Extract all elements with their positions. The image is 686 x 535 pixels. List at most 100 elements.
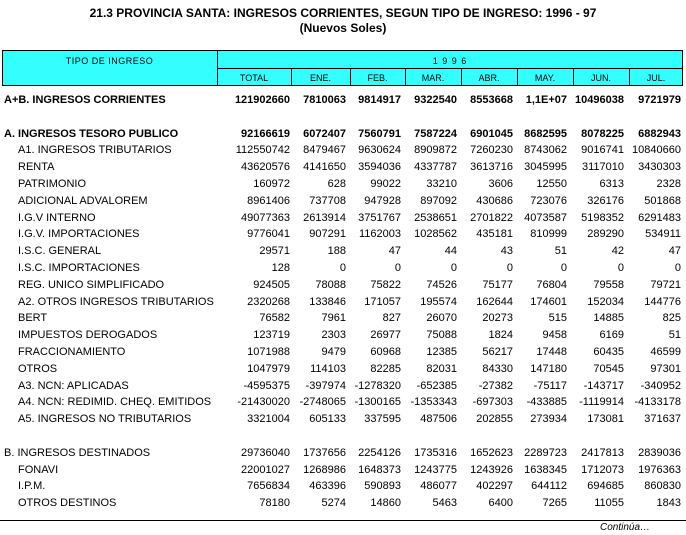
cell-value: -433885 (526, 396, 567, 409)
cell-value: 195574 (420, 295, 457, 308)
cell-value: 75822 (370, 278, 401, 291)
cell-value: 29571 (259, 245, 290, 258)
cell-value: 51 (554, 245, 567, 258)
row-label: OTROS DESTINOS (18, 497, 117, 510)
title: 21.3 PROVINCIA SANTA: INGRESOS CORRIENTE… (89, 6, 597, 20)
cell-value: 0 (339, 262, 346, 274)
cell-value: 1028562 (414, 228, 457, 241)
cell-value: 644112 (531, 480, 567, 493)
cell-value: 4073587 (524, 211, 567, 224)
row-label: A1. INGRESOS TRIBUTARIOS (18, 144, 172, 157)
cell-value: 43620576 (241, 161, 290, 174)
cell-value: 1648373 (358, 463, 401, 476)
cell-value: -397974 (305, 379, 346, 392)
column-header: TOTAL (239, 73, 269, 83)
cell-value: 7260230 (470, 144, 513, 157)
cell-value: 487506 (420, 413, 457, 426)
cell-value: 7961 (321, 312, 346, 325)
cell-value: 2328 (656, 178, 681, 190)
cell-value: 9016741 (581, 144, 624, 157)
cell-value: 84330 (482, 362, 513, 375)
row-label: I.S.C. GENERAL (18, 245, 102, 258)
cell-value: 82285 (370, 362, 401, 375)
cell-value: 99022 (370, 178, 401, 190)
cell-value: 114103 (310, 362, 346, 375)
cell-value: 188 (327, 245, 346, 258)
cell-value: 144776 (644, 295, 681, 308)
cell-value: 0 (617, 262, 624, 274)
cell-value: 430686 (476, 194, 513, 207)
cell-value: 289290 (587, 228, 624, 241)
cell-value: 6313 (599, 178, 624, 190)
year-header: 1 9 9 6 (432, 56, 468, 66)
row-label: A4. NCN: REDIMID. CHEQ. EMITIDOS (18, 396, 212, 409)
cell-value: 173081 (587, 413, 624, 426)
header-divider (291, 68, 292, 86)
column-header: MAY. (534, 73, 556, 83)
cell-value: 9776041 (247, 228, 290, 241)
cell-value: 1976363 (638, 463, 681, 476)
row-label: OTROS (18, 362, 58, 375)
cell-value: 3613716 (470, 161, 513, 174)
header-divider (461, 68, 462, 86)
cell-value: 152034 (587, 295, 624, 308)
cell-value: 694685 (587, 480, 624, 493)
cell-value: 8682595 (524, 127, 567, 140)
cell-value: 43 (500, 245, 513, 258)
row-label: I.S.C. IMPORTACIONES (18, 262, 140, 274)
header-divider (629, 68, 630, 86)
cell-value: 3117010 (581, 161, 624, 174)
cell-value: 29736040 (241, 446, 290, 459)
cell-value: 1652623 (470, 446, 513, 459)
cell-value: 9630624 (358, 144, 401, 157)
row-label: BERT (18, 312, 48, 325)
cell-value: 26070 (426, 312, 457, 325)
cell-value: 2289723 (524, 446, 567, 459)
cell-value: 1243926 (470, 463, 513, 476)
cell-value: 2538651 (414, 211, 457, 224)
cell-value: 78180 (259, 497, 290, 510)
cell-value: 174601 (530, 295, 567, 308)
cell-value: 79721 (650, 278, 681, 291)
cell-value: 5198352 (581, 211, 624, 224)
cell-value: 6882943 (638, 127, 681, 140)
cell-value: 26977 (370, 329, 401, 342)
cell-value: 0 (450, 262, 457, 274)
cell-value: 8961406 (247, 194, 290, 207)
cell-value: 10496038 (575, 94, 624, 106)
cell-value: 17448 (536, 346, 567, 358)
header-divider (573, 68, 574, 86)
cell-value: 7587224 (414, 127, 457, 140)
cell-value: 924505 (253, 278, 290, 291)
cell-value: 9814917 (358, 94, 401, 106)
cell-value: -2748065 (299, 396, 347, 409)
cell-value: 5463 (432, 497, 457, 510)
cell-value: 2303 (321, 329, 346, 342)
cell-value: -1119914 (579, 396, 624, 409)
cell-value: 8553668 (470, 94, 513, 106)
row-label: FRACCIONAMIENTO (18, 346, 126, 358)
cell-value: 12550 (536, 178, 567, 190)
row-label: A+B. INGRESOS CORRIENTES (4, 94, 166, 106)
cell-value: 1268986 (303, 463, 346, 476)
cell-value: 6400 (488, 497, 513, 510)
cell-value: -75117 (533, 379, 567, 392)
cell-value: 9458 (542, 329, 567, 342)
cell-value: 1,1E+07 (525, 94, 567, 106)
header-divider (517, 68, 518, 86)
cell-value: 74526 (426, 278, 457, 291)
row-label: A3. NCN: APLICADAS (18, 379, 129, 392)
cell-value: 121902660 (234, 94, 290, 106)
cell-value: 7265 (542, 497, 567, 510)
cell-value: 112550742 (235, 144, 290, 157)
cell-value: 4141650 (303, 161, 346, 174)
cell-value: 8743062 (524, 144, 567, 157)
cell-value: 402297 (476, 480, 513, 493)
cell-value: 6291483 (638, 211, 681, 224)
cell-value: 628 (327, 178, 346, 190)
row-label: B. INGRESOS DESTINADOS (4, 446, 151, 459)
cell-value: 3751767 (358, 211, 401, 224)
cell-value: 501868 (644, 194, 681, 207)
cell-value: 515 (548, 312, 567, 325)
cell-value: 92166619 (241, 127, 290, 140)
